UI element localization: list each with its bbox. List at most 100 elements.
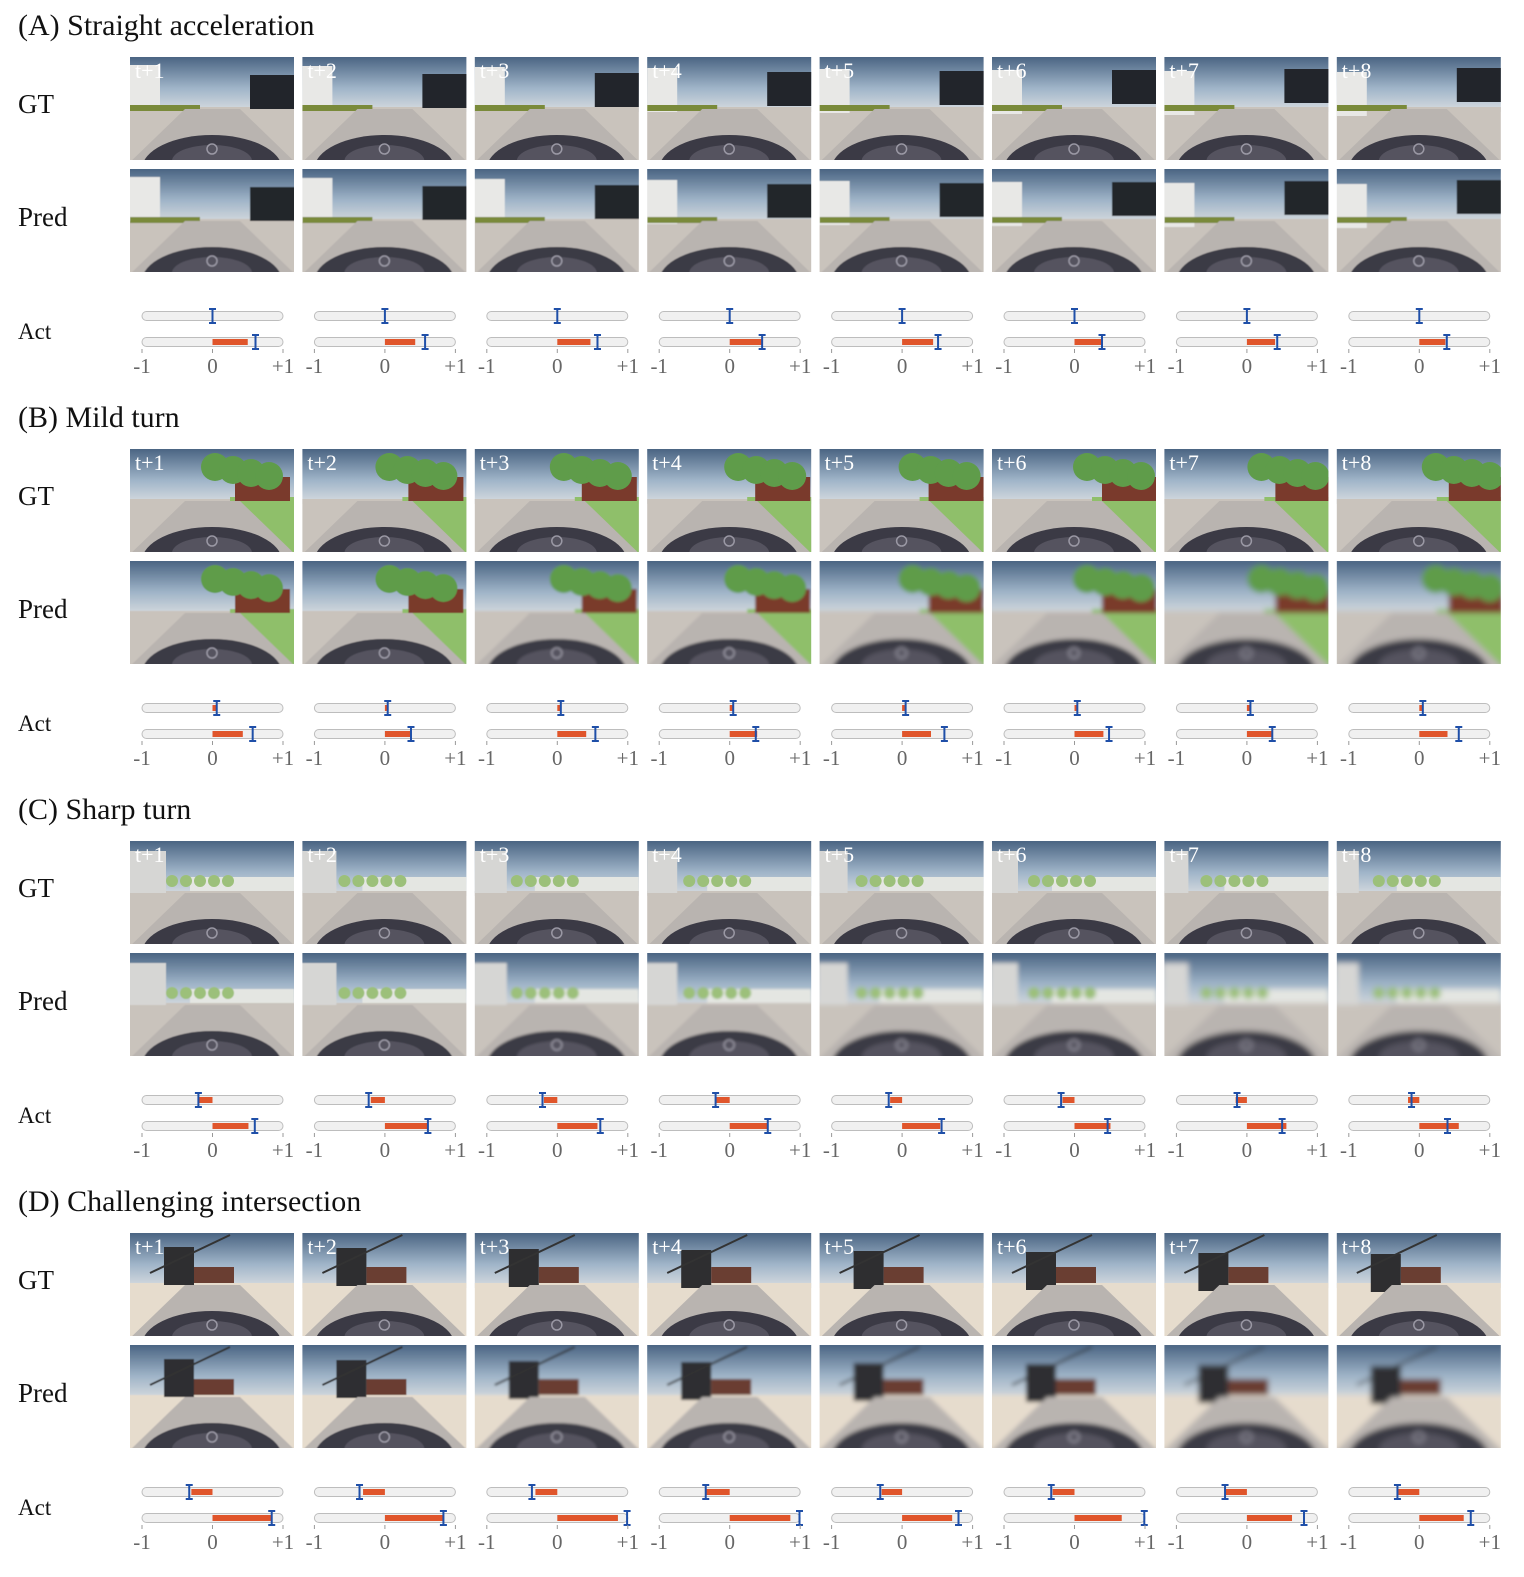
scene: [642, 556, 817, 707]
pred-frame: [297, 556, 472, 707]
tick-label: 0: [897, 746, 908, 770]
tick-label: 0: [897, 1530, 908, 1554]
pred-frame: [1332, 948, 1507, 1099]
tree: [380, 875, 392, 887]
buildings: [711, 1267, 751, 1283]
throttle-pred-bar: [385, 1515, 444, 1521]
steer-pred-bar: [902, 705, 905, 711]
throttle-pred-bar: [902, 1123, 940, 1129]
tree: [1476, 462, 1504, 490]
row-label: GT: [18, 89, 54, 119]
tick-label: 0: [897, 354, 908, 378]
tick-label: -1: [133, 746, 151, 770]
scene: [297, 556, 472, 707]
throttle-pred-bar: [1247, 731, 1273, 737]
pred-frame: [815, 1340, 990, 1491]
tick-label: -1: [995, 354, 1013, 378]
dash: [344, 1433, 424, 1465]
tree: [553, 987, 565, 999]
tick-label: 0: [724, 354, 735, 378]
frame-label: t+5: [825, 58, 855, 83]
steer-pred-bar: [730, 705, 733, 711]
tick-label: +1: [272, 1530, 294, 1554]
steer-pred-bar: [213, 705, 217, 711]
building: [990, 963, 1018, 1005]
tree: [429, 462, 457, 490]
tick-label: +1: [789, 1138, 811, 1162]
frame-label: t+1: [135, 58, 165, 83]
frame-label: t+5: [825, 842, 855, 867]
scene: [125, 164, 300, 315]
throttle-pred-bar: [1075, 339, 1103, 345]
frame-label: t+2: [307, 450, 337, 475]
section-title: (B) Mild turn: [18, 401, 180, 434]
steer-pred-bar: [544, 1097, 557, 1103]
tick-label: 0: [1242, 1530, 1253, 1554]
tick-label: +1: [444, 1138, 466, 1162]
frame-label: t+8: [1342, 1234, 1372, 1259]
tree: [898, 987, 910, 999]
tick-label: -1: [133, 1138, 151, 1162]
building: [300, 178, 332, 222]
tick-label: 0: [1414, 1138, 1425, 1162]
tree: [255, 574, 283, 602]
tick-label: -1: [823, 746, 841, 770]
throttle-pred-bar: [1419, 1515, 1463, 1521]
pred-frame: [642, 948, 817, 1099]
tick-label: +1: [272, 746, 294, 770]
dash: [1034, 257, 1114, 289]
steer-pred-bar: [371, 1097, 385, 1103]
frame-label: t+7: [1169, 842, 1199, 867]
tick-label: 0: [1242, 354, 1253, 378]
tree: [366, 875, 378, 887]
row-label: Act: [18, 1495, 52, 1520]
building: [1162, 963, 1188, 1005]
tick-label: +1: [617, 354, 639, 378]
tick-label: 0: [552, 746, 563, 770]
tick-label: +1: [1306, 354, 1328, 378]
throttle-pred-bar: [557, 1515, 618, 1521]
tick-label: -1: [995, 1138, 1013, 1162]
tree: [525, 987, 537, 999]
steer-pred-bar: [706, 1489, 729, 1495]
steer-pred-bar: [1075, 705, 1077, 711]
throttle-pred-bar: [730, 339, 762, 345]
steer-pred-bar: [191, 1489, 212, 1495]
tick-label: -1: [1168, 1138, 1186, 1162]
tick-label: -1: [650, 354, 668, 378]
throttle-pred-bar: [1075, 1515, 1122, 1521]
tree: [870, 875, 882, 887]
tower: [854, 1251, 884, 1289]
row-label: Act: [18, 1103, 52, 1128]
tick-label: 0: [552, 1530, 563, 1554]
row-label: GT: [18, 481, 54, 511]
frame-label: t+2: [307, 842, 337, 867]
tree: [166, 875, 178, 887]
tree: [1228, 875, 1240, 887]
building: [128, 177, 160, 221]
scene: [815, 556, 990, 707]
dash: [172, 1041, 252, 1073]
building: [595, 185, 645, 219]
buildings: [1056, 1267, 1096, 1283]
scene: [470, 556, 645, 707]
throttle-pred-bar: [1247, 1515, 1292, 1521]
tree: [953, 574, 981, 602]
tick-label: +1: [1134, 746, 1156, 770]
pred-frame: [470, 556, 645, 707]
steer-pred-bar: [890, 1097, 902, 1103]
scene: [815, 164, 990, 315]
tick-label: 0: [207, 746, 218, 770]
tree: [1028, 987, 1040, 999]
pred-frame: [987, 948, 1162, 1099]
tree: [539, 875, 551, 887]
pred-frame: [1332, 556, 1507, 707]
tree: [884, 875, 896, 887]
tree: [429, 574, 457, 602]
tick-label: 0: [380, 1530, 391, 1554]
building: [1457, 68, 1507, 102]
tree: [1228, 987, 1240, 999]
building: [473, 179, 505, 223]
tick-label: -1: [478, 1138, 496, 1162]
dash: [689, 1041, 769, 1073]
